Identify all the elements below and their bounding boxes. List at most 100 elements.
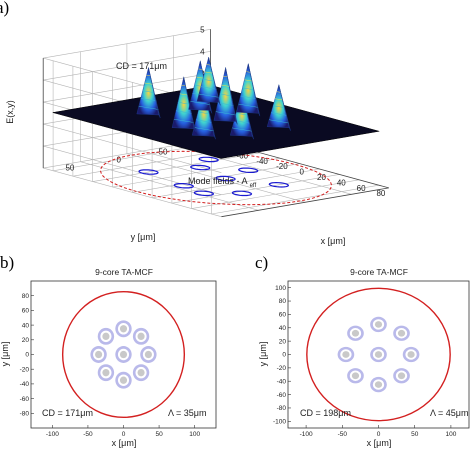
panel-b-core xyxy=(97,327,115,345)
panel-c-cladding-circle xyxy=(306,287,451,422)
panel-a-y-label: y [μm] xyxy=(131,232,156,242)
panel-b-cladding-circle xyxy=(61,290,186,419)
panel-c-y-tick-label: -20 xyxy=(277,365,287,372)
panel-c-core-center xyxy=(397,372,406,380)
panel-c-core-center xyxy=(374,321,383,328)
panel-a-peak xyxy=(171,76,196,132)
panel-letter-b: b) xyxy=(0,253,14,272)
panel-b-y-tick-label: 20 xyxy=(22,337,30,344)
panel-c-core xyxy=(337,346,355,363)
panel-b-y-tick-label: -60 xyxy=(20,396,30,403)
panel-c-core xyxy=(370,316,387,333)
panel-a-mode-ellipse xyxy=(138,169,159,175)
panel-a-y-tick: 0 xyxy=(116,156,121,165)
panel-b-ticks: -100 -50 0 50 100 80 60 40 20 0 -20 -40 -60 -80 xyxy=(20,293,201,438)
panel-b-core-center xyxy=(102,332,110,341)
panel-b-core-center xyxy=(119,350,128,359)
panel-c-core xyxy=(402,346,420,363)
panel-a-x-tick: -60 xyxy=(237,151,249,160)
panel-c-core xyxy=(370,346,387,363)
panel-b-y-tick-label: -40 xyxy=(20,381,30,388)
panel-c-x-tick-label: -100 xyxy=(300,431,313,438)
panel-a-mode-ellipse xyxy=(193,190,215,197)
panel-b-core-center xyxy=(102,368,110,377)
panel-b-x-tick-label: 50 xyxy=(155,431,163,438)
panel-c-y-label: y [μm] xyxy=(258,342,268,367)
panel-a-x-tick: 40 xyxy=(337,178,346,187)
panel-a-z-label: E(x,y) xyxy=(5,100,15,124)
panel-a-y-tick: 50 xyxy=(65,164,74,173)
panel-a-mode-ellipse xyxy=(231,190,253,197)
panel-c-chart: 9-core TA-MCF -100 -50 0 50 100100806040200-… xyxy=(258,267,470,448)
panel-c-y-tick-label: 80 xyxy=(279,298,287,305)
panel-b-y-tick-label: -20 xyxy=(20,366,30,373)
panel-a-surface-plane xyxy=(52,85,380,159)
panel-c-core xyxy=(347,368,364,384)
panel-a-mode-ellipse xyxy=(189,164,211,171)
panel-b-y-tick-label: -80 xyxy=(20,411,30,418)
panel-a-peak xyxy=(136,67,161,118)
panel-b-core xyxy=(115,346,132,363)
panel-a-cd-annotation: CD = 171μm xyxy=(116,61,167,71)
panel-c-core xyxy=(347,325,364,341)
panel-c-core-center xyxy=(374,381,383,388)
panel-a-peak xyxy=(213,67,238,125)
panel-a-x-tick: -40 xyxy=(256,157,268,166)
panel-c-x-tick-label: -50 xyxy=(338,431,348,438)
panel-a-z-tick: 4 xyxy=(200,47,205,56)
panel-a-floor-circle xyxy=(100,150,332,206)
panel-c-title: 9-core TA-MCF xyxy=(350,267,408,277)
panel-b-y-tick-label: 40 xyxy=(22,322,30,329)
panel-c-y-tick-label: 100 xyxy=(275,285,286,292)
panel-c-y-tick-label: -60 xyxy=(277,392,287,399)
panel-b-x-tick-label: 0 xyxy=(122,431,126,438)
panel-b-core xyxy=(132,327,150,345)
panel-a-mode-ellipse xyxy=(215,175,236,182)
panel-b-y-label: y [μm] xyxy=(0,342,10,367)
panel-b-core-center xyxy=(119,325,128,333)
panel-b-core xyxy=(115,371,132,389)
panel-c-cd-annotation: CD = 198μm xyxy=(300,408,351,418)
panel-a-surface xyxy=(52,57,380,159)
panel-b-core-center xyxy=(137,332,145,341)
panel-c-core xyxy=(393,368,410,384)
panel-a-x-tick: 60 xyxy=(357,184,366,193)
panel-b-chart: 9-core TA-MCF -100 -50 0 50 100806040200-20-… xyxy=(0,267,217,448)
panel-a-x-tick: 20 xyxy=(317,173,326,182)
panel-b-y-tick-label: 80 xyxy=(22,293,30,300)
panel-c-core-center xyxy=(351,372,360,380)
panel-b-core-center xyxy=(144,350,152,359)
panel-a-mode-ellipse xyxy=(268,181,290,188)
panel-a-peak xyxy=(191,88,216,140)
panel-c-x-label: x [μm] xyxy=(367,438,392,448)
panel-c-x-tick-label: 50 xyxy=(411,431,419,438)
panel-a-peak xyxy=(266,83,291,131)
panel-b-core xyxy=(140,346,157,363)
panel-c-x-tick-label: 0 xyxy=(377,431,381,438)
panel-b-core xyxy=(132,364,150,382)
panel-c-y-tick-label: -100 xyxy=(273,419,286,426)
panel-a-x-tick: -20 xyxy=(276,162,288,171)
panel-a-x-tick: 0 xyxy=(299,168,304,177)
panel-c-core-center xyxy=(351,329,360,337)
panel-a-peak xyxy=(196,57,221,106)
panel-a-mode-fields-text: Mode fields - A xyxy=(188,176,248,186)
panel-c-y-tick-label: -40 xyxy=(277,378,287,385)
panel-c-core-center xyxy=(342,351,350,358)
panel-letter-a: a) xyxy=(0,0,9,17)
panel-b-core-center xyxy=(137,368,145,377)
panel-c-core xyxy=(370,376,387,393)
panel-a-peak xyxy=(236,63,261,117)
panel-c-y-tick-label: -80 xyxy=(277,405,287,412)
panel-b-core xyxy=(90,346,107,363)
panel-c-core-center xyxy=(407,351,415,358)
panel-c-pitch-annotation: Λ = 45μm xyxy=(430,408,468,418)
panel-a-mode-fields-annotation: Mode fields - A eff xyxy=(188,176,256,189)
panel-c-y-tick-label: 60 xyxy=(279,312,287,319)
panel-b-core-center xyxy=(95,350,103,359)
panel-a-x-label: x [μm] xyxy=(321,236,346,246)
panel-b-title: 9-core TA-MCF xyxy=(95,267,153,277)
panel-b-cd-annotation: CD = 171μm xyxy=(42,408,93,418)
panel-a-mode-fields-subscript: eff xyxy=(250,183,257,189)
